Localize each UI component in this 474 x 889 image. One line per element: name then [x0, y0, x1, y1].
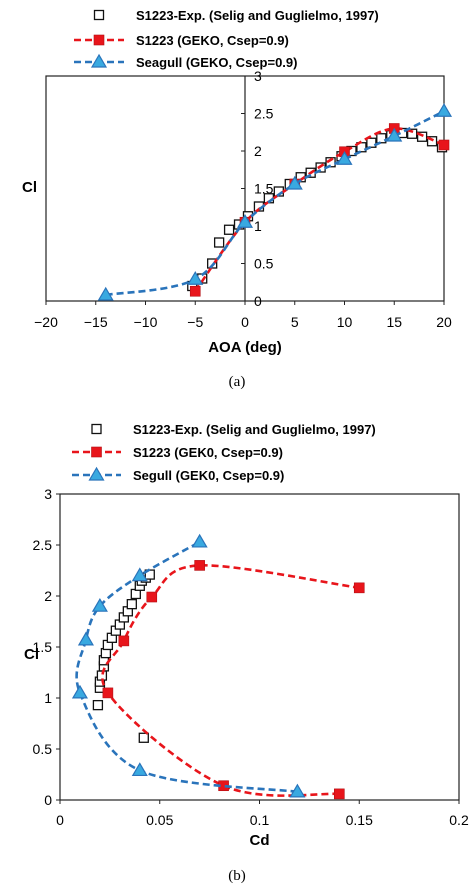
- x-tick-label: −15: [84, 314, 108, 330]
- data-point: [77, 631, 94, 646]
- y-tick-label: 2: [254, 143, 262, 159]
- y-tick-label: 0.5: [33, 741, 53, 757]
- data-point: [191, 533, 208, 548]
- data-point: [131, 567, 148, 582]
- y-tick-label: 3: [44, 486, 52, 502]
- legend-label: S1223 (GEK0, Csep=0.9): [133, 445, 283, 460]
- x-tick-label: 0: [56, 812, 64, 828]
- x-tick-label: 0.05: [146, 812, 173, 828]
- legend-marker: [90, 53, 108, 68]
- series-2: [71, 533, 306, 798]
- y-axis-label: Cl: [24, 646, 39, 663]
- y-tick-label: 2.5: [254, 106, 274, 122]
- x-tick-label: 10: [337, 314, 353, 330]
- data-point: [236, 214, 254, 228]
- y-tick-label: 0: [44, 792, 52, 808]
- legend-label: S1223-Exp. (Selig and Guglielmo, 1997): [136, 8, 379, 23]
- data-point: [97, 286, 114, 301]
- data-point: [126, 599, 137, 610]
- data-point: [289, 783, 306, 798]
- x-tick-label: −10: [134, 314, 158, 330]
- x-axis-label: AOA (deg): [208, 339, 282, 356]
- data-point: [435, 103, 453, 117]
- chart-panel-a: 0 0.5 1 1.5 2 2.5 3 −20 −15 −10 −5 0 5 10 15 20 Cl AOA (d…: [22, 8, 453, 390]
- data-point: [71, 684, 88, 699]
- data-point: [118, 635, 130, 647]
- legend-marker: [93, 34, 105, 46]
- y-tick-label: 1.5: [33, 639, 53, 655]
- series-line: [75, 540, 298, 794]
- x-tick-label: −5: [187, 314, 203, 330]
- legend-marker: [88, 466, 105, 481]
- legend-label: S1223 (GEKO, Csep=0.9): [136, 33, 289, 48]
- legend: S1223-Exp. (Selig and Guglielmo, 1997) S1…: [74, 8, 379, 70]
- legend-label: Segull (GEK0, Csep=0.9): [133, 468, 284, 483]
- y-tick-label: 1: [254, 218, 262, 234]
- y-tick-label: 3: [254, 68, 262, 84]
- data-point: [286, 175, 303, 190]
- data-point: [416, 131, 428, 142]
- x-tick-label: 0: [241, 314, 249, 330]
- data-point: [407, 128, 418, 139]
- data-point: [138, 732, 149, 743]
- series-1: [101, 560, 365, 800]
- series-1: [189, 123, 450, 297]
- legend-marker: [91, 446, 102, 458]
- data-point: [426, 136, 438, 147]
- data-point: [366, 137, 377, 148]
- y-tick-label: 1.5: [254, 181, 274, 197]
- plot-area-frame: [59, 493, 460, 801]
- series-2: [97, 103, 453, 301]
- y-tick-label: 0: [254, 293, 262, 309]
- data-point: [91, 598, 108, 612]
- figure-caption: (b): [228, 868, 246, 884]
- data-point: [187, 271, 204, 285]
- x-tick-label: 0.15: [346, 812, 373, 828]
- x-tick-label: 5: [291, 314, 299, 330]
- figure-caption: (a): [229, 374, 246, 390]
- data-point: [353, 582, 365, 594]
- data-point: [102, 687, 114, 699]
- x-axis-label: Cd: [250, 832, 270, 849]
- x-tick-label: −20: [34, 314, 58, 330]
- chart-panel-b: 0 0.5 1 1.5 2 2.5 3 0 0.05 0.1 0.15 0.2 Cl Cd S1223-Ex…: [24, 422, 469, 884]
- data-point: [194, 560, 205, 571]
- y-axis-label: Cl: [22, 179, 37, 196]
- legend-label: S1223-Exp. (Selig and Guglielmo, 1997): [133, 422, 376, 437]
- series-line: [194, 127, 445, 293]
- x-tick-label: 0.2: [449, 812, 469, 828]
- y-tick-label: 2.5: [33, 537, 53, 553]
- y-tick-label: 2: [44, 588, 52, 604]
- data-point: [213, 237, 225, 248]
- legend: S1223-Exp. (Selig and Guglielmo, 1997) S1…: [72, 422, 376, 483]
- data-point: [376, 133, 387, 144]
- y-tick-label: 1: [44, 690, 52, 706]
- x-tick-label: 0.1: [250, 812, 270, 828]
- legend-marker: [91, 423, 102, 435]
- x-tick-label: 20: [436, 314, 452, 330]
- data-point: [386, 127, 403, 142]
- legend-marker: [93, 9, 105, 21]
- data-point: [92, 699, 104, 711]
- data-point: [189, 285, 201, 297]
- data-point: [223, 224, 235, 235]
- data-point: [131, 762, 148, 777]
- series-line: [101, 564, 360, 797]
- x-tick-label: 15: [386, 314, 402, 330]
- data-point: [333, 788, 345, 800]
- series-0: [187, 127, 448, 292]
- data-point: [146, 591, 158, 603]
- data-point: [438, 139, 450, 151]
- data-point: [336, 151, 353, 165]
- series-0: [92, 569, 155, 743]
- y-tick-label: 0.5: [254, 256, 274, 272]
- legend-label: Seagull (GEKO, Csep=0.9): [136, 55, 297, 70]
